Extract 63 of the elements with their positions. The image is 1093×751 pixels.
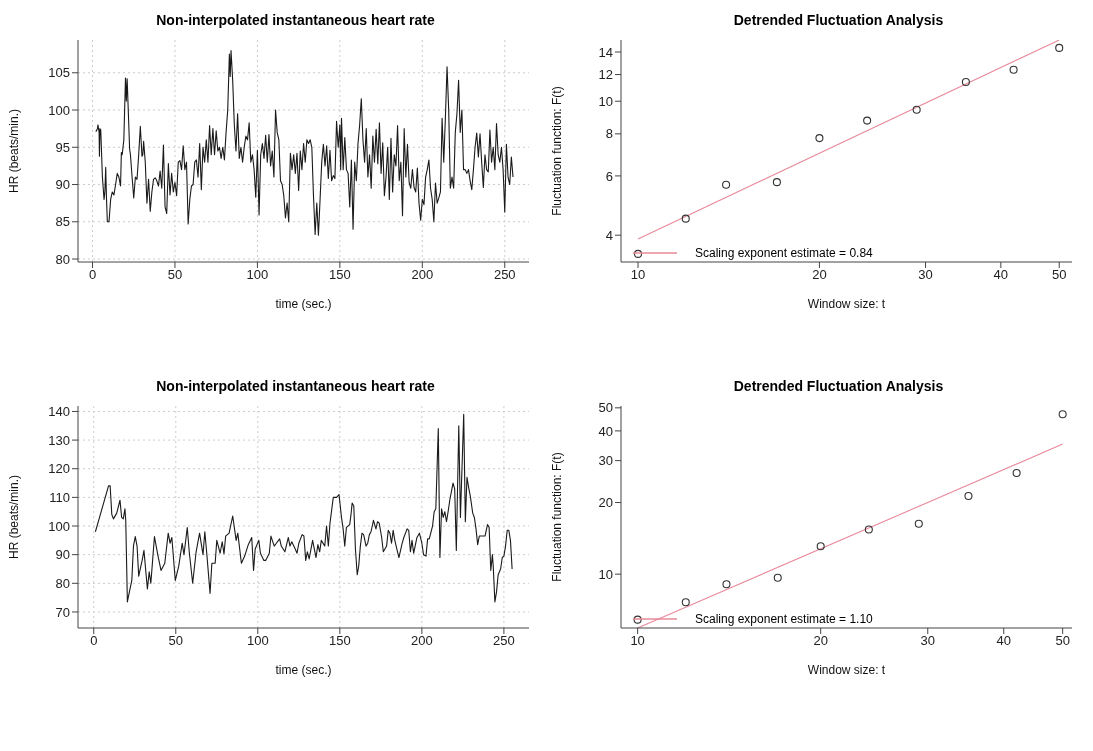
x-tick-label: 0: [90, 633, 98, 649]
legend-label: Scaling exponent estimate = 1.10: [695, 612, 873, 626]
x-tick-label: 50: [1052, 267, 1067, 283]
y-tick-label: 10: [598, 566, 613, 582]
x-tick-label: 150: [328, 633, 351, 649]
y-tick-label: 70: [55, 604, 70, 620]
y-tick-label: 4: [605, 227, 613, 243]
chart-title: Detrended Fluctuation Analysis: [732, 377, 945, 396]
x-tick-label: 50: [167, 267, 183, 283]
y-tick-label: 120: [48, 461, 70, 477]
x-tick-label: 20: [813, 633, 828, 649]
y-tick-label: 12: [598, 67, 613, 83]
x-tick-label: 40: [993, 267, 1009, 283]
x-tick-label: 10: [630, 267, 646, 283]
y-tick-label: 20: [598, 495, 613, 511]
x-tick-label: 50: [168, 633, 184, 649]
chart-title: Non-interpolated instantaneous heart rate: [155, 11, 436, 30]
y-tick-label: 110: [49, 489, 70, 505]
y-tick-label: 50: [598, 400, 613, 416]
x-axis-title: Window size: t: [807, 297, 886, 311]
y-tick-label: 30: [598, 453, 613, 469]
y-axis-title: HR (beats/min.): [7, 474, 22, 560]
y-tick-label: 40: [598, 423, 613, 439]
x-tick-label: 30: [918, 267, 933, 283]
y-axis-title: Fluctuation function: F(t): [550, 86, 565, 216]
y-tick-label: 100: [48, 518, 70, 534]
y-axis-title: Fluctuation function: F(t): [550, 452, 565, 582]
y-tick-label: 14: [598, 44, 613, 60]
x-tick-label: 200: [411, 267, 434, 283]
x-axis-title: time (sec.): [275, 297, 332, 311]
x-tick-label: 250: [493, 633, 515, 649]
y-tick-label: 130: [48, 432, 70, 448]
y-tick-label: 90: [55, 547, 70, 563]
y-tick-label: 6: [605, 168, 613, 184]
x-tick-label: 250: [493, 267, 516, 283]
y-tick-label: 80: [55, 575, 70, 591]
chart-title: Non-interpolated instantaneous heart rate: [155, 377, 436, 396]
x-tick-label: 0: [88, 267, 97, 283]
x-tick-label: 50: [1055, 633, 1070, 649]
y-tick-label: 105: [48, 65, 70, 81]
y-tick-label: 80: [55, 251, 70, 267]
y-tick-label: 90: [55, 177, 70, 193]
x-tick-label: 200: [411, 633, 433, 649]
x-tick-label: 20: [812, 267, 827, 283]
y-tick-label: 10: [598, 93, 613, 109]
line-series: [95, 49, 514, 236]
y-axis-title: HR (beats/min.): [7, 108, 22, 194]
x-tick-label: 30: [920, 633, 935, 649]
x-tick-label: 100: [246, 267, 269, 283]
x-axis-title: time (sec.): [275, 663, 332, 677]
y-tick-label: 100: [48, 102, 70, 118]
x-axis-title: Window size: t: [807, 663, 886, 677]
x-tick-label: 100: [246, 633, 269, 649]
y-tick-label: 95: [55, 139, 70, 155]
x-tick-label: 10: [630, 633, 645, 649]
chart-title: Detrended Fluctuation Analysis: [732, 11, 945, 30]
line-series: [94, 413, 513, 603]
y-tick-label: 85: [55, 214, 70, 230]
x-tick-label: 40: [996, 633, 1011, 649]
legend-label: Scaling exponent estimate = 0.84: [695, 246, 873, 260]
y-tick-label: 140: [48, 404, 70, 420]
x-tick-label: 150: [329, 267, 351, 283]
y-tick-label: 8: [605, 126, 613, 142]
